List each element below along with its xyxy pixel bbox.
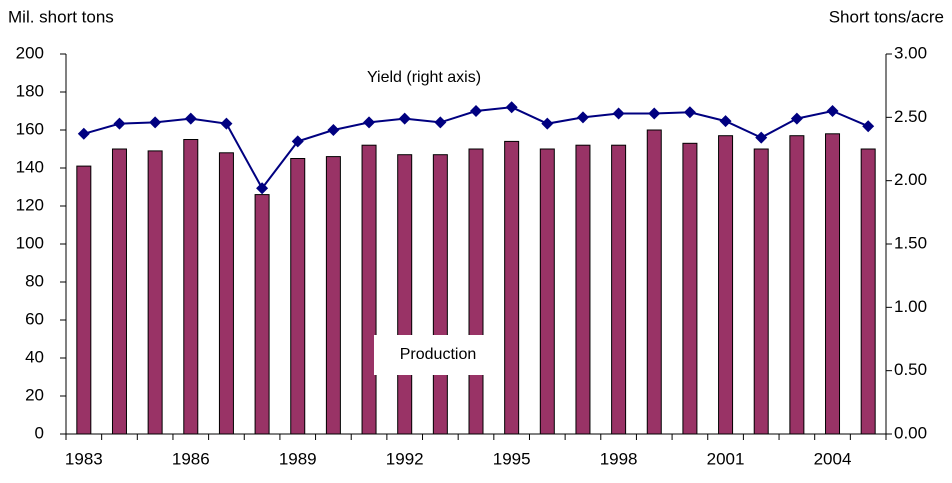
marker: [398, 112, 411, 125]
marker: [541, 117, 554, 130]
bar: [147, 150, 163, 435]
bar: [753, 148, 769, 435]
marker: [826, 105, 839, 117]
bar: [290, 158, 306, 435]
marker: [327, 124, 340, 136]
marker: [683, 106, 696, 119]
x-tick-label: 1998: [600, 449, 638, 468]
marker: [862, 120, 875, 133]
bar: [468, 148, 484, 435]
bar: [432, 154, 448, 435]
legend-box: [349, 66, 499, 90]
y-tick-label: 180: [16, 81, 44, 100]
marker: [470, 105, 482, 117]
x-tick-label: 1992: [386, 449, 424, 468]
y2-tick-label: 0.50: [894, 360, 927, 379]
y-tick-label: 40: [25, 347, 44, 366]
x-tick-label: 2004: [814, 449, 852, 468]
marker: [363, 116, 376, 129]
marker: [719, 115, 732, 128]
marker: [505, 101, 518, 114]
y-axis-title: Mil. short tons: [8, 7, 114, 26]
y-tick-label: 160: [16, 119, 44, 138]
bar: [718, 135, 734, 435]
x-tick-label: 1983: [65, 449, 103, 468]
marker: [291, 135, 304, 148]
marker: [113, 117, 126, 130]
bar: [218, 152, 234, 435]
bar: [825, 133, 841, 435]
y-tick-label: 120: [16, 195, 44, 214]
bar: [611, 144, 627, 435]
y2-tick-label: 1.00: [894, 297, 927, 316]
marker: [256, 182, 269, 195]
marker: [612, 107, 625, 120]
x-tick-label: 1986: [172, 449, 210, 468]
legend-label: Production: [400, 346, 477, 363]
bar: [789, 135, 805, 435]
marker: [434, 116, 447, 129]
bar: [575, 144, 591, 435]
marker: [790, 112, 803, 125]
bar: [646, 129, 662, 435]
y-tick-label: 80: [25, 271, 44, 290]
y2-tick-label: 1.50: [894, 233, 927, 252]
y2-tick-label: 2.50: [894, 107, 927, 126]
y-tick-label: 20: [25, 385, 44, 404]
marker: [77, 127, 90, 140]
y-tick-label: 0: [35, 423, 44, 442]
y-tick-label: 100: [16, 233, 44, 252]
y-tick-label: 140: [16, 157, 44, 176]
bar: [325, 156, 341, 435]
bar: [254, 194, 270, 435]
bar: [397, 154, 413, 435]
y2-tick-label: 2.00: [894, 170, 927, 189]
y2-tick-label: 0.00: [894, 423, 927, 442]
marker: [220, 117, 233, 130]
bar: [183, 139, 199, 435]
bar: [860, 148, 876, 435]
bar: [682, 142, 698, 435]
bar: [361, 144, 377, 435]
x-tick-label: 1989: [279, 449, 317, 468]
marker: [648, 107, 661, 120]
legend-label: Yield (right axis): [367, 69, 481, 86]
marker: [755, 131, 768, 144]
legend-box: [374, 335, 502, 375]
marker: [149, 116, 162, 129]
x-tick-label: 1995: [493, 449, 531, 468]
marker: [184, 112, 197, 125]
y2-axis-title: Short tons/acre: [829, 7, 944, 26]
bar: [111, 148, 127, 435]
bar: [539, 148, 555, 435]
y-tick-label: 200: [16, 43, 44, 62]
y2-tick-label: 3.00: [894, 43, 927, 62]
bar: [76, 165, 92, 435]
x-tick-label: 2001: [707, 449, 745, 468]
y-tick-label: 60: [25, 309, 44, 328]
bar: [504, 140, 520, 435]
marker: [576, 111, 589, 124]
